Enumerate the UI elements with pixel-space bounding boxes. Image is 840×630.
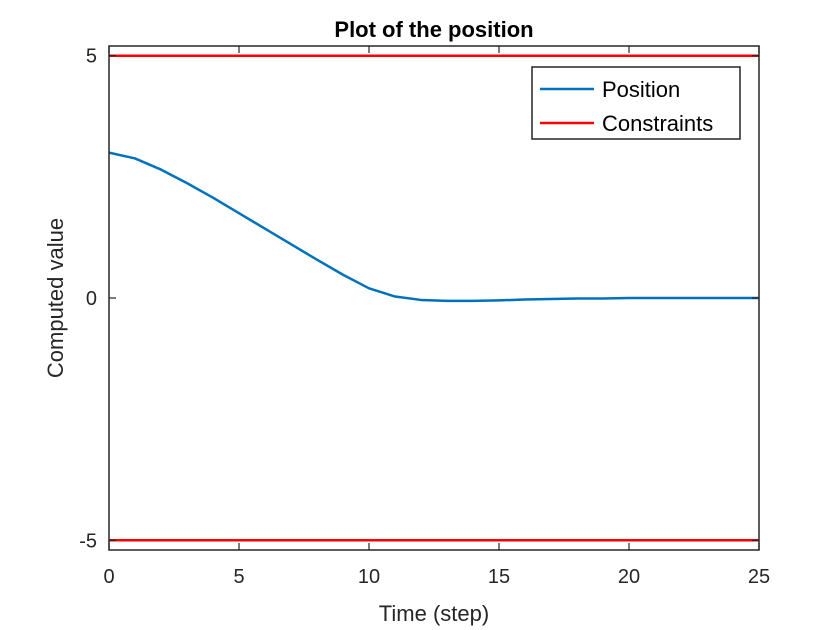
legend-label: Constraints (602, 111, 713, 136)
y-tick-label: -5 (79, 530, 97, 552)
legend-box (531, 66, 741, 140)
y-tick-label: 5 (86, 46, 97, 68)
x-tick-label: 25 (748, 566, 770, 588)
x-tick-label: 5 (233, 566, 244, 588)
legend-label: Position (602, 77, 680, 102)
series-line-0 (108, 151, 759, 303)
ticks: 0 5 10 15 20 25 -5 0 5 (79, 46, 770, 588)
x-tick-label: 15 (488, 566, 510, 588)
x-axis-label: Time (step) (379, 601, 489, 626)
x-tick-label: 10 (358, 566, 380, 588)
chart-title: Plot of the position (334, 17, 533, 42)
y-tick-label: 0 (86, 288, 97, 310)
legend: Position Constraints (531, 66, 741, 140)
x-tick-label: 0 (103, 566, 114, 588)
y-axis-label: Computed value (43, 218, 68, 378)
x-tick-label: 20 (618, 566, 640, 588)
